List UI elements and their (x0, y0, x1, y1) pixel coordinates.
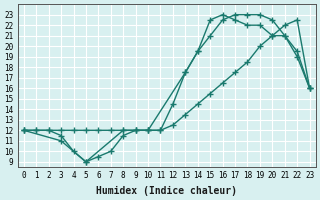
X-axis label: Humidex (Indice chaleur): Humidex (Indice chaleur) (96, 186, 237, 196)
